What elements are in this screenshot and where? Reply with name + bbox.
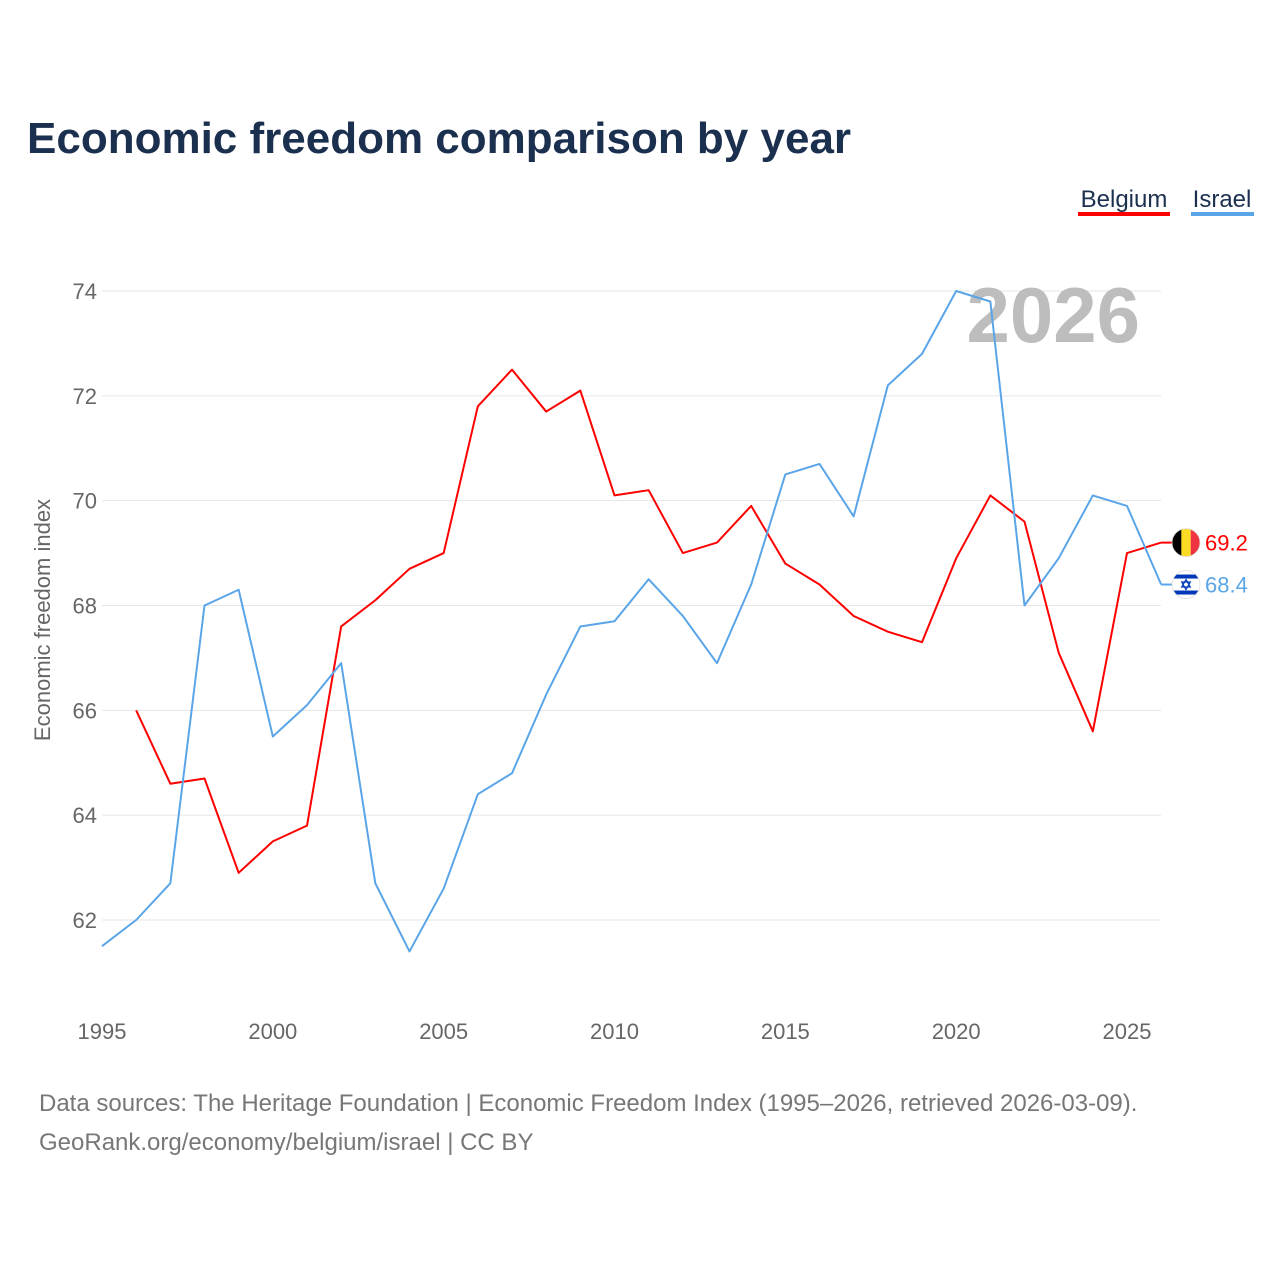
flag-stripe-black (1172, 528, 1182, 557)
legend-swatch-belgium (1078, 212, 1170, 216)
y-tick-label: 66 (73, 698, 97, 723)
source-line-1: Data sources: The Heritage Foundation | … (39, 1090, 1137, 1117)
series-line-belgium (135, 368, 1162, 874)
flag-border (1171, 570, 1201, 599)
y-tick-label: 70 (73, 489, 97, 514)
x-tick-label: 2015 (761, 1019, 810, 1044)
end-value-belgium: 69.2 (1205, 531, 1248, 556)
legend-label-israel: Israel (1193, 186, 1252, 213)
legend-item-belgium[interactable]: Belgium (1078, 186, 1170, 216)
chart-title: Economic freedom comparison by year (27, 114, 851, 163)
y-axis: 62 64 66 68 70 72 74 (73, 279, 97, 933)
series-lines (101, 290, 1163, 953)
legend-item-israel[interactable]: Israel (1191, 186, 1254, 216)
y-tick-label: 62 (73, 908, 97, 933)
y-tick-label: 64 (73, 803, 97, 828)
legend-swatch-israel (1191, 212, 1254, 216)
y-tick-label: 74 (73, 279, 97, 304)
x-tick-label: 2010 (590, 1019, 639, 1044)
israel-flag-icon (1171, 570, 1201, 599)
end-labels: 69.2 68.4 (1161, 528, 1248, 599)
source-line-2[interactable]: GeoRank.org/economy/belgium/israel | CC … (39, 1129, 533, 1156)
x-axis: 1995 2000 2005 2010 2015 2020 2025 (78, 1019, 1152, 1044)
legend: Belgium Israel (1078, 186, 1254, 216)
gridlines (102, 290, 1161, 921)
series-line-israel (101, 290, 1163, 953)
y-tick-label: 72 (73, 384, 97, 409)
flag-body (1172, 528, 1200, 557)
x-tick-label: 2005 (419, 1019, 468, 1044)
star-up (1180, 578, 1192, 588)
x-tick-label: 2025 (1103, 1019, 1152, 1044)
flag-border (1171, 528, 1201, 557)
y-tick-label: 68 (73, 594, 97, 619)
x-tick-label: 2000 (248, 1019, 297, 1044)
end-value-israel: 68.4 (1205, 573, 1248, 598)
belgium-flag-icon (1171, 528, 1201, 557)
x-tick-label: 2020 (932, 1019, 981, 1044)
flag-body (1172, 570, 1200, 599)
star-down (1180, 581, 1192, 591)
flag-stripe-red (1190, 528, 1200, 557)
flag-stripe-bottom (1172, 590, 1200, 595)
legend-label-belgium: Belgium (1081, 186, 1168, 213)
flag-stripe-yellow (1181, 528, 1191, 557)
flag-stripe-top (1172, 574, 1200, 579)
x-tick-label: 1995 (78, 1019, 127, 1044)
y-axis-label: Economic freedom index (30, 499, 55, 741)
